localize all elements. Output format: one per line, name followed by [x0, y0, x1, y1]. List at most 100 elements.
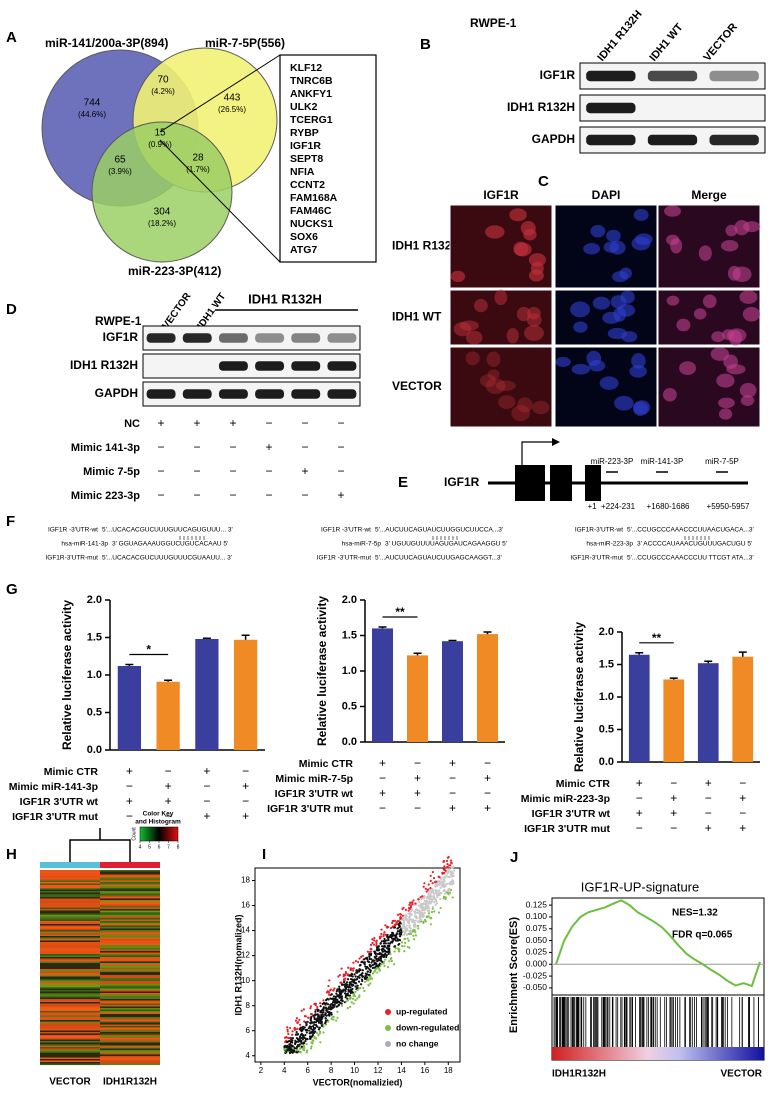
scatter-point: [354, 999, 357, 1002]
heat-cell: [40, 985, 100, 988]
scatter-point: [350, 973, 354, 976]
scatter-point: [409, 905, 412, 909]
heat-cell: [100, 997, 160, 1000]
x-tick-label: 16: [420, 1066, 429, 1075]
heat-cell: [100, 948, 160, 950]
scatter-point: [303, 1026, 306, 1029]
scatter-point: [397, 950, 401, 953]
heat-cell: [40, 994, 100, 997]
lane-label: IDH1 WT: [196, 291, 229, 331]
heat-cell: [40, 1033, 100, 1036]
scatter-point: [402, 906, 405, 910]
label: 65: [114, 155, 126, 166]
scatter-point: [383, 949, 387, 952]
cell: [571, 363, 591, 375]
scatter-point: [384, 942, 388, 945]
sign: −: [165, 809, 172, 823]
error-bar: [448, 639, 457, 642]
cell: [710, 347, 730, 361]
scatter-point: [449, 859, 453, 862]
heat-cell: [100, 979, 160, 982]
scatter-point: [338, 996, 341, 999]
scatter-point: [383, 964, 386, 968]
scatter-point: [358, 976, 361, 979]
scatter-point: [299, 1033, 303, 1037]
sign: −: [337, 416, 344, 430]
heat-cell: [40, 909, 100, 911]
scatter-point: [348, 994, 351, 997]
scatter-point: [409, 932, 413, 936]
scatter-point: [302, 1008, 305, 1011]
scatter-point: [382, 960, 386, 963]
sign: −: [414, 756, 421, 770]
heat-cell: [100, 918, 160, 920]
scatter-point: [402, 919, 405, 922]
scatter-point: [316, 1016, 319, 1020]
scatter-point: [432, 892, 436, 895]
scatter-point: [368, 964, 372, 967]
scatter-point: [371, 964, 374, 967]
gene: TCERG1: [290, 114, 333, 126]
scatter-point: [372, 943, 376, 946]
cell: [590, 224, 606, 238]
scatter-point: [399, 916, 402, 919]
legend-swatch: [385, 1025, 391, 1031]
scatter-point: [305, 1051, 308, 1054]
scatter-point: [340, 981, 343, 984]
scatter-point: [429, 902, 432, 905]
scatter-point: [428, 900, 431, 903]
scatter-point: [363, 980, 367, 983]
scatter-point: [344, 983, 347, 986]
cell: [509, 208, 527, 222]
heat-cell: [100, 1008, 160, 1010]
scatter-point: [344, 987, 348, 990]
heat-cell: [40, 954, 100, 956]
scatter-point: [346, 978, 350, 981]
scatter-point: [327, 991, 330, 994]
scatter-point: [444, 896, 447, 899]
band: [586, 102, 636, 114]
scatter-point: [401, 945, 404, 948]
scatter-point: [429, 887, 432, 890]
heat-cell: [40, 991, 100, 994]
label: hsa-miR-223-3p: [586, 541, 633, 548]
cell: [663, 387, 677, 402]
heat-cell: [40, 880, 100, 883]
scatter-point: [381, 953, 384, 956]
scatter-point: [304, 1040, 307, 1043]
scatter-point: [350, 1001, 353, 1004]
sign: +: [379, 786, 386, 800]
scatter-point: [345, 1000, 348, 1003]
scatter-point: [427, 912, 431, 915]
heat-cell: [40, 889, 100, 892]
heat-cell: [100, 1017, 160, 1019]
cell: [716, 373, 735, 388]
heat-cell: [100, 906, 160, 908]
scatter-point: [376, 952, 380, 956]
scatter-point: [300, 1009, 303, 1012]
heat-cell: [100, 1035, 160, 1037]
heat-cell: [40, 900, 100, 902]
scatter-point: [450, 866, 454, 870]
scatter-point: [319, 1005, 322, 1008]
heat-cell: [40, 1047, 100, 1049]
scatter-point: [330, 993, 333, 996]
scatter-point: [447, 889, 450, 893]
heat-cell: [100, 1012, 160, 1015]
scatter-point: [406, 945, 410, 949]
gene: KLF12: [290, 62, 322, 74]
scatter-point: [372, 959, 375, 962]
scatter-point: [414, 934, 418, 937]
scatter-point: [378, 968, 381, 971]
heat-cell: [40, 904, 100, 907]
scatter-point: [287, 1032, 290, 1036]
scatter-point: [352, 994, 355, 998]
axis-title: VECTOR(nomalizied): [313, 1077, 403, 1087]
heat-cell: [40, 1029, 100, 1031]
scatter-point: [298, 1018, 301, 1022]
scatter-point: [319, 1009, 322, 1013]
scatter-point: [435, 902, 438, 905]
heat-cell: [40, 1051, 100, 1054]
scatter-point: [416, 920, 420, 923]
scatter-point: [322, 1011, 325, 1014]
